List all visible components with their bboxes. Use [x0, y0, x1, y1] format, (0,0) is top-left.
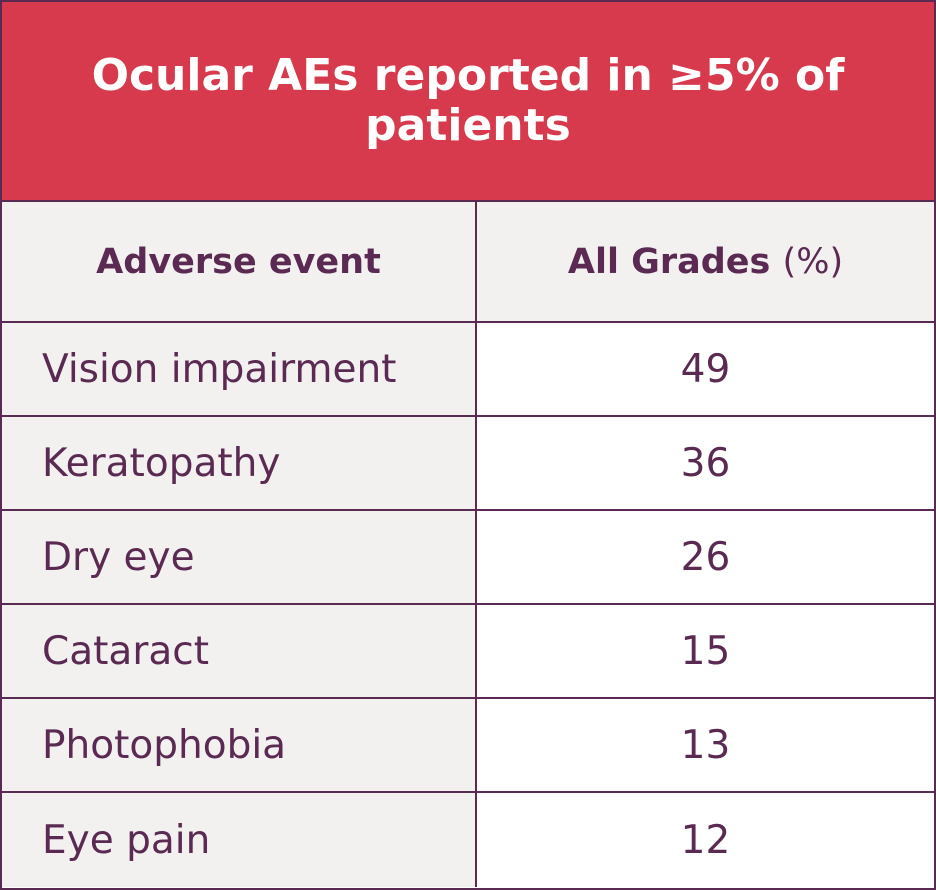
event-name: Photophobia: [42, 722, 287, 768]
table-row: Vision impairment 49: [2, 323, 934, 417]
table-row: Keratopathy 36: [2, 417, 934, 511]
event-cell: Vision impairment: [2, 323, 477, 415]
table-title: Ocular AEs reported in ≥5% of patients: [91, 50, 845, 151]
event-value: 26: [680, 534, 731, 580]
header-cell-all-grades: All Grades (%): [477, 202, 934, 321]
header-all-grades-label: All Grades: [567, 241, 771, 282]
event-value: 49: [680, 346, 731, 392]
value-cell: 36: [477, 417, 934, 509]
header-cell-adverse-event: Adverse event: [2, 202, 477, 321]
header-all-grades: All Grades (%): [568, 242, 843, 282]
event-cell: Keratopathy: [2, 417, 477, 509]
event-name: Eye pain: [42, 817, 211, 863]
event-name: Dry eye: [42, 534, 195, 580]
header-all-grades-unit: (%): [782, 241, 844, 282]
event-cell: Cataract: [2, 605, 477, 697]
event-value: 15: [680, 628, 731, 674]
event-value: 13: [680, 722, 731, 768]
event-name: Vision impairment: [42, 346, 397, 392]
event-name: Keratopathy: [42, 440, 281, 486]
event-cell: Photophobia: [2, 699, 477, 791]
event-name: Cataract: [42, 628, 209, 674]
value-cell: 12: [477, 793, 934, 887]
table-row: Dry eye 26: [2, 511, 934, 605]
value-cell: 49: [477, 323, 934, 415]
table-row: Eye pain 12: [2, 793, 934, 887]
value-cell: 26: [477, 511, 934, 603]
event-value: 36: [680, 440, 731, 486]
table-row: Photophobia 13: [2, 699, 934, 793]
event-cell: Dry eye: [2, 511, 477, 603]
table-title-bar: Ocular AEs reported in ≥5% of patients: [2, 2, 934, 202]
header-adverse-event: Adverse event: [96, 241, 381, 282]
value-cell: 13: [477, 699, 934, 791]
event-value: 12: [680, 817, 731, 863]
value-cell: 15: [477, 605, 934, 697]
table-row: Cataract 15: [2, 605, 934, 699]
table-header-row: Adverse event All Grades (%): [2, 202, 934, 323]
event-cell: Eye pain: [2, 793, 477, 887]
